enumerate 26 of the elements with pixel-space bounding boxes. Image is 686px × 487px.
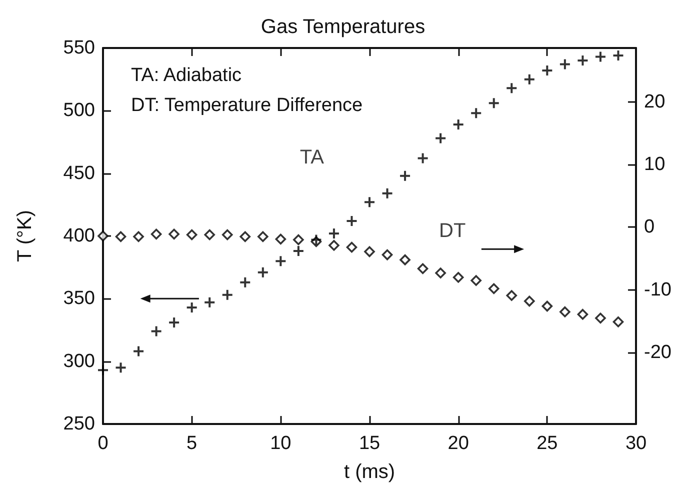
y-tick-label: 550 — [63, 38, 95, 58]
y2-tick-label: -10 — [644, 279, 672, 300]
y2-tick-label: 10 — [644, 154, 666, 176]
y-axis-title: T (°K) — [14, 210, 36, 262]
y-tick-label: 400 — [63, 226, 95, 246]
y-tick-label: 450 — [63, 162, 95, 184]
y2-tick-label: 20 — [644, 91, 666, 112]
x-tick-label: 15 — [358, 433, 380, 454]
x-tick-label: 25 — [536, 433, 558, 454]
x-tick-label: 5 — [186, 433, 198, 454]
x-tick-label: 10 — [270, 433, 292, 454]
series-label: DT — [438, 220, 466, 242]
chart-title: Gas Temperatures — [260, 16, 426, 38]
x-tick-label: 30 — [625, 433, 647, 454]
y-tick-label: 350 — [63, 288, 95, 310]
text: TA — [300, 146, 325, 168]
y-tick-label: 300 — [63, 350, 95, 372]
x-tick-label: 0 — [98, 433, 108, 454]
y-tick-label: 500 — [63, 100, 95, 122]
annotation: TA: Adiabatic — [131, 65, 242, 86]
y2-tick-label: 0 — [644, 216, 655, 238]
annotation: DT: Temperature Difference — [131, 95, 363, 116]
x-tick-label: 20 — [448, 433, 469, 454]
y-tick-label: 250 — [63, 414, 95, 434]
x-axis-title: t (ms) — [344, 461, 396, 483]
y2-tick-label: -20 — [644, 342, 672, 364]
